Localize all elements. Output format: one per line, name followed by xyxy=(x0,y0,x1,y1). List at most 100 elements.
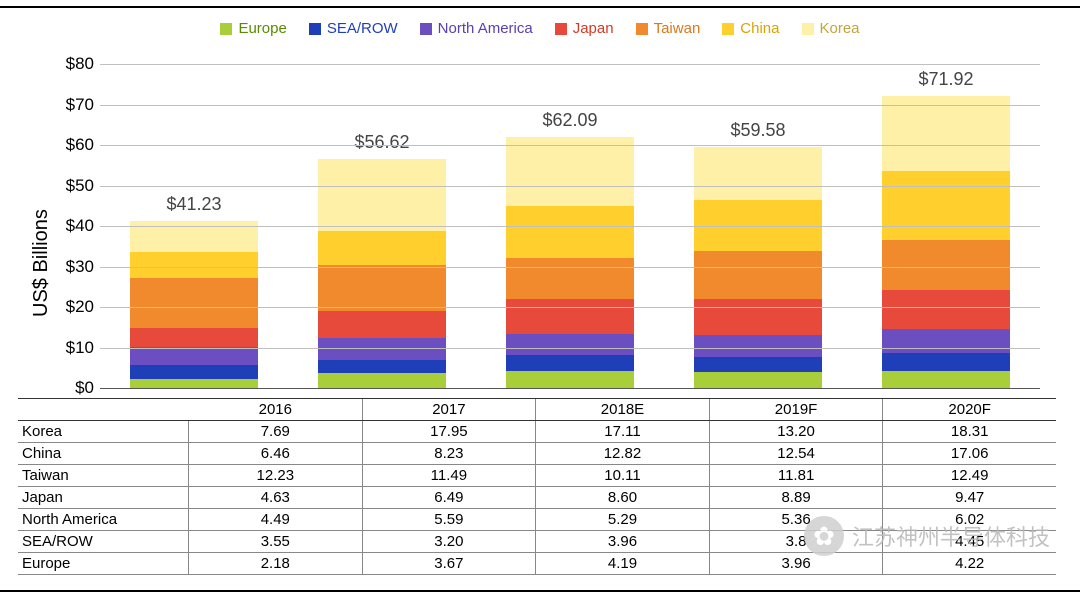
bar-segment xyxy=(694,372,822,388)
gridline xyxy=(100,64,1040,65)
y-tick-label: $10 xyxy=(66,338,100,358)
table-cell: 17.95 xyxy=(363,421,537,442)
gridline xyxy=(100,348,1040,349)
bottom-rule xyxy=(0,590,1080,592)
table-cell: 5.36 xyxy=(710,509,884,530)
bar-total-label: $62.09 xyxy=(470,110,670,131)
table-row: Taiwan12.2311.4910.1111.8112.49 xyxy=(18,465,1056,487)
stacked-bar xyxy=(130,221,258,388)
table-cell: 12.82 xyxy=(536,443,710,464)
table-cell: 3.96 xyxy=(536,531,710,552)
bar-total-label: $41.23 xyxy=(94,194,294,215)
legend-label: Taiwan xyxy=(654,20,701,37)
legend-label: Japan xyxy=(573,20,614,37)
table-cell: 4.45 xyxy=(883,531,1056,552)
table-cell: 6.02 xyxy=(883,509,1056,530)
table-cell: 3.96 xyxy=(710,553,884,574)
table-row-header: SEA/ROW xyxy=(18,531,189,552)
gridline xyxy=(100,186,1040,187)
gridline xyxy=(100,267,1040,268)
legend-swatch xyxy=(420,23,432,35)
bar-segment xyxy=(506,371,634,388)
bar-segment xyxy=(506,299,634,334)
stacked-bar xyxy=(318,159,446,388)
y-tick-label: $30 xyxy=(66,257,100,277)
stacked-bar xyxy=(506,137,634,388)
legend-swatch xyxy=(220,23,232,35)
table-header-cell: 2019F xyxy=(710,399,884,420)
table-cell: 8.89 xyxy=(710,487,884,508)
table-cell: 12.49 xyxy=(883,465,1056,486)
bar-segment xyxy=(318,265,446,312)
legend-item: Europe xyxy=(220,20,286,37)
table-cell: 4.63 xyxy=(189,487,363,508)
table-row: North America4.495.595.295.366.02 xyxy=(18,509,1056,531)
x-axis-line xyxy=(100,388,1040,389)
bar-total-label: $71.92 xyxy=(846,69,1046,90)
gridline xyxy=(100,226,1040,227)
table-cell: 5.59 xyxy=(363,509,537,530)
table-cell: 3.67 xyxy=(363,553,537,574)
table-row: China6.468.2312.8212.5417.06 xyxy=(18,443,1056,465)
table-header-cell: 2017 xyxy=(363,399,537,420)
gridline xyxy=(100,105,1040,106)
stacked-bar-chart: $41.23$56.62$62.09$59.58$71.92 $0$10$20$… xyxy=(100,64,1040,388)
legend-label: SEA/ROW xyxy=(327,20,398,37)
table-row-header: North America xyxy=(18,509,189,530)
table-cell: 17.11 xyxy=(536,421,710,442)
legend-label: North America xyxy=(438,20,533,37)
bar-segment xyxy=(694,357,822,372)
legend-swatch xyxy=(636,23,648,35)
table-cell: 3.55 xyxy=(189,531,363,552)
bar-total-label: $59.58 xyxy=(658,120,858,141)
bar-segment xyxy=(882,371,1010,388)
y-tick-label: $50 xyxy=(66,176,100,196)
bar-segment xyxy=(882,171,1010,240)
y-tick-label: $60 xyxy=(66,135,100,155)
stacked-bar xyxy=(882,96,1010,388)
legend-item: China xyxy=(722,20,779,37)
bar-segment xyxy=(882,96,1010,170)
bar-segment xyxy=(882,290,1010,328)
bar-segment xyxy=(318,360,446,373)
legend-label: Europe xyxy=(238,20,286,37)
legend-label: China xyxy=(740,20,779,37)
table-row: SEA/ROW3.553.203.963.84.45 xyxy=(18,531,1056,553)
legend-swatch xyxy=(309,23,321,35)
table-cell: 12.23 xyxy=(189,465,363,486)
y-axis-label: US$ Billions xyxy=(30,209,53,317)
table-row-header: Europe xyxy=(18,553,189,574)
table-row-header: Korea xyxy=(18,421,189,442)
bar-segment xyxy=(882,240,1010,291)
legend-swatch xyxy=(722,23,734,35)
bar-total-label: $56.62 xyxy=(282,132,482,153)
bar-segment xyxy=(130,328,258,347)
chart-legend: Europe SEA/ROW North America Japan Taiwan Chi… xyxy=(0,20,1080,37)
legend-item: Korea xyxy=(802,20,860,37)
table-row: Europe2.183.674.193.964.22 xyxy=(18,553,1056,575)
table-cell: 3.20 xyxy=(363,531,537,552)
table-row-header: Taiwan xyxy=(18,465,189,486)
table-cell: 11.49 xyxy=(363,465,537,486)
table-cell: 11.81 xyxy=(710,465,884,486)
bar-segment xyxy=(130,365,258,379)
bar-segment xyxy=(318,338,446,361)
bar-segment xyxy=(130,252,258,278)
table-cell: 5.29 xyxy=(536,509,710,530)
legend-item: Japan xyxy=(555,20,614,37)
bar-segment xyxy=(694,335,822,357)
legend-item: North America xyxy=(420,20,533,37)
table-header-cell: 2016 xyxy=(189,399,363,420)
table-row: Korea7.6917.9517.1113.2018.31 xyxy=(18,421,1056,443)
table-cell: 8.60 xyxy=(536,487,710,508)
table-cell: 4.49 xyxy=(189,509,363,530)
legend-item: SEA/ROW xyxy=(309,20,398,37)
table-cell: 12.54 xyxy=(710,443,884,464)
bar-segment xyxy=(130,278,258,328)
table-cell: 7.69 xyxy=(189,421,363,442)
gridline xyxy=(100,145,1040,146)
table-cell: 6.49 xyxy=(363,487,537,508)
bar-segment xyxy=(506,258,634,299)
bar-segment xyxy=(318,373,446,388)
y-tick-label: $0 xyxy=(75,378,100,398)
